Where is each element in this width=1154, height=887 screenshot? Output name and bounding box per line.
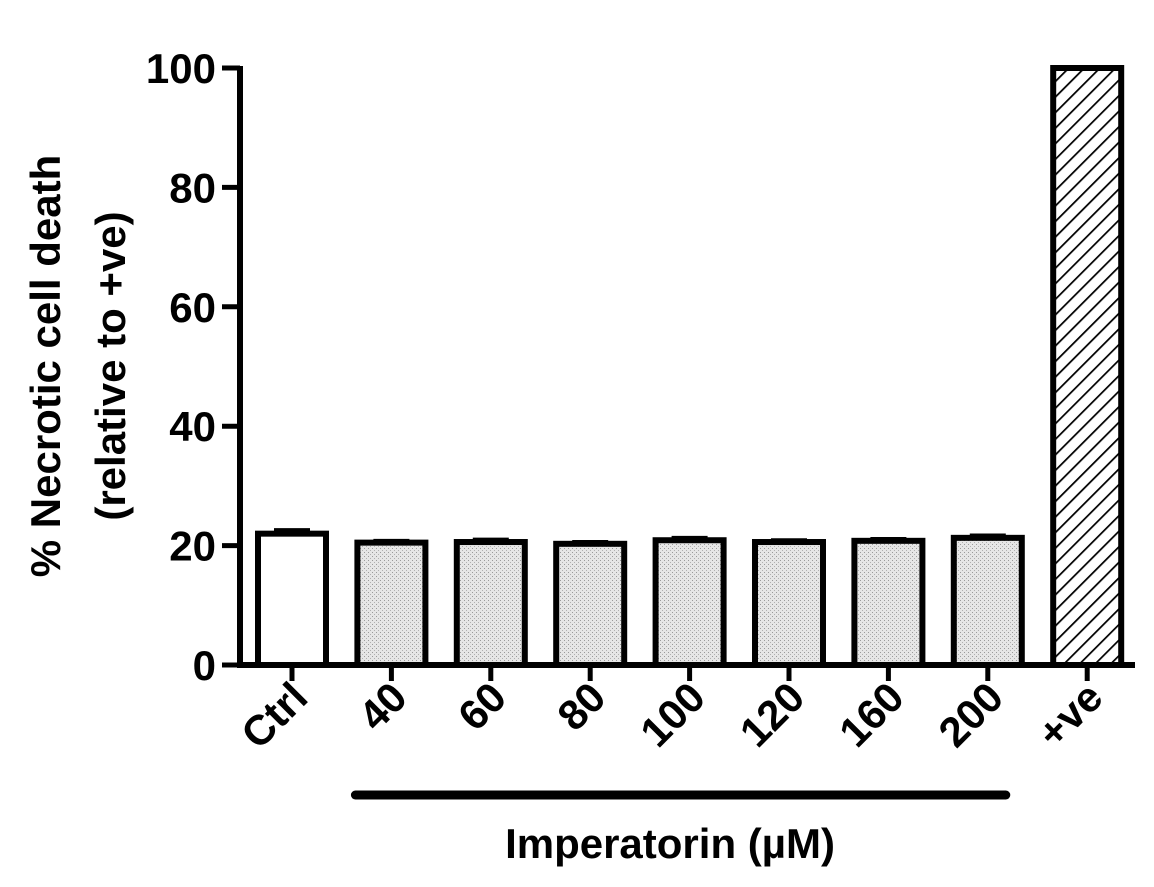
bar-40 (354, 539, 429, 668)
x-tick-label-80: 80 (548, 673, 614, 739)
bars-layer (255, 65, 1125, 669)
x-tick-label-+ve: +ve (1028, 673, 1112, 757)
y-tick-label-100: 100 (146, 45, 216, 92)
x-ticks-layer: Ctrl 40 60 80 100 120 160 200 +ve (232, 665, 1112, 758)
bar-120 (752, 539, 826, 669)
x-tick-label-60: 60 (449, 673, 515, 739)
error-bars-layer (274, 528, 1006, 545)
bar-80 (553, 540, 628, 669)
x-tick-label-120: 120 (731, 673, 814, 756)
y-tick-label-20: 20 (169, 523, 216, 570)
bar-200 (950, 534, 1025, 668)
x-axis-title: Imperatorin (µM) (505, 820, 835, 867)
y-axis-title-line1: % Necrotic cell death (22, 155, 69, 577)
y-tick-label-0: 0 (193, 642, 216, 689)
x-tick-label-40: 40 (349, 673, 415, 739)
y-axis-title-line2: (relative to +ve) (87, 211, 134, 520)
bar-60 (453, 539, 528, 669)
x-tick-label-100: 100 (631, 673, 714, 756)
bar-100 (652, 537, 727, 668)
x-tick-label-200: 200 (929, 673, 1012, 756)
y-tick-label-40: 40 (169, 403, 216, 450)
bar-+ve (1050, 65, 1125, 668)
x-tick-label-Ctrl: Ctrl (232, 673, 316, 757)
y-tick-label-80: 80 (169, 164, 216, 211)
y-ticks-layer: 0 20 40 60 80 100 (146, 45, 240, 689)
y-tick-label-60: 60 (169, 284, 216, 331)
x-tick-label-160: 160 (830, 673, 913, 756)
bar-160 (851, 537, 926, 668)
bar-Ctrl (255, 530, 329, 668)
